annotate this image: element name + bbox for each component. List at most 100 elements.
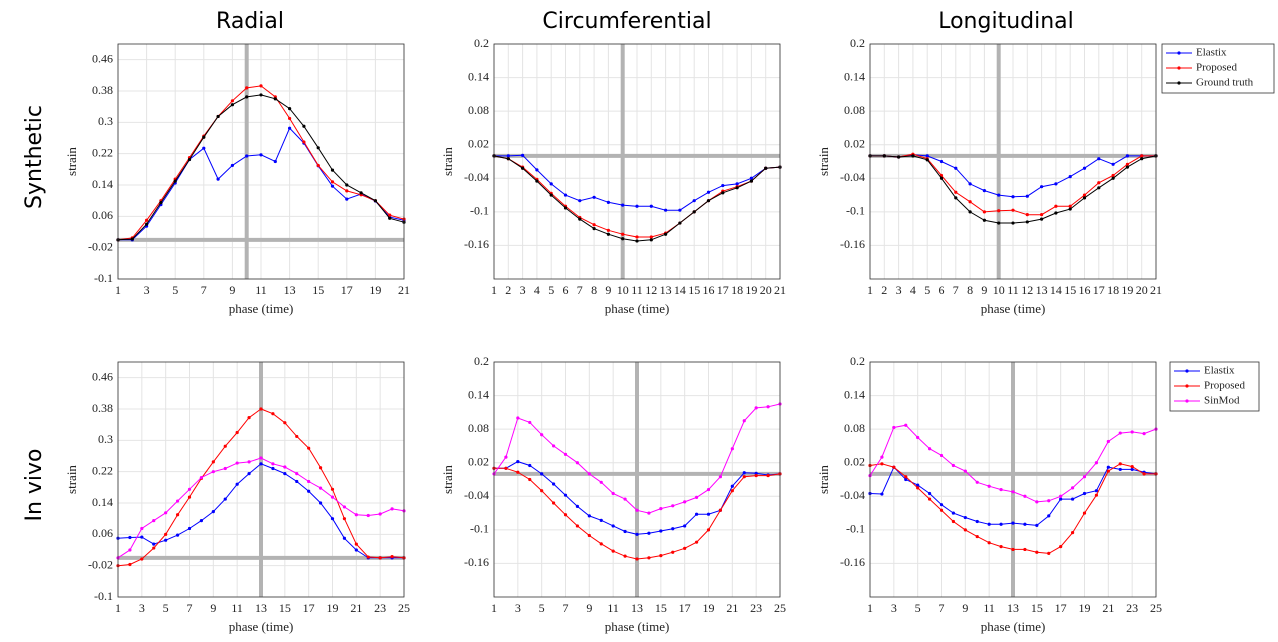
x-tick-label: 11 — [255, 283, 267, 297]
data-point — [295, 472, 299, 476]
data-point — [128, 562, 132, 567]
data-point — [1130, 467, 1134, 472]
y-tick-label: 0.22 — [92, 145, 113, 159]
x-tick-label: 3 — [520, 283, 526, 297]
y-tick-label: -0.04 — [464, 488, 489, 502]
data-point — [578, 199, 582, 203]
data-point — [1082, 511, 1087, 515]
legend-marker — [1177, 51, 1181, 55]
data-point — [1011, 547, 1015, 552]
data-point — [987, 522, 991, 526]
x-tick-label: 21 — [726, 601, 738, 615]
x-axis-label: phase (time) — [605, 619, 670, 634]
data-point — [939, 176, 944, 180]
y-axis-label: strain — [816, 147, 831, 176]
row-label: Synthetic — [22, 105, 47, 209]
data-point — [678, 221, 682, 225]
x-tick-label: 1 — [115, 283, 121, 297]
data-point — [199, 519, 204, 523]
data-point — [1082, 196, 1087, 200]
y-tick-label: 0.14 — [844, 69, 865, 83]
data-point — [880, 492, 884, 496]
data-point — [283, 421, 287, 425]
data-point — [563, 206, 568, 210]
data-point — [939, 159, 944, 164]
data-point — [1082, 475, 1087, 479]
column-title: Longitudinal — [938, 9, 1074, 34]
data-point — [592, 195, 596, 199]
data-point — [271, 462, 275, 466]
x-tick-label: 9 — [962, 601, 968, 615]
data-point — [330, 184, 335, 188]
data-point — [187, 495, 192, 499]
data-point — [987, 541, 991, 545]
data-point — [506, 157, 510, 161]
data-point — [516, 470, 520, 474]
x-tick-label: 15 — [655, 601, 667, 615]
data-point — [623, 554, 627, 558]
data-point — [766, 473, 770, 478]
data-point — [671, 527, 675, 531]
legend-label: Proposed — [1204, 380, 1245, 392]
data-point — [549, 182, 553, 186]
data-point — [216, 114, 220, 119]
data-point — [1097, 181, 1101, 185]
data-point — [892, 465, 896, 469]
x-tick-label: 3 — [144, 283, 150, 297]
data-point — [175, 513, 180, 517]
data-point — [647, 531, 651, 535]
data-point — [939, 508, 944, 512]
y-tick-label: 0.2 — [474, 36, 489, 50]
data-point — [694, 512, 699, 516]
x-tick-label: 7 — [563, 601, 569, 615]
data-point — [925, 158, 929, 162]
data-point — [649, 204, 653, 208]
data-point — [954, 196, 958, 200]
legend-label: Elastix — [1204, 365, 1235, 377]
data-point — [904, 475, 908, 479]
data-point — [330, 495, 335, 499]
data-point — [535, 179, 539, 183]
data-point — [551, 501, 556, 505]
data-point — [259, 462, 263, 466]
data-point — [592, 223, 596, 227]
x-tick-label: 1 — [867, 283, 873, 297]
x-axis-label: phase (time) — [981, 301, 1046, 316]
data-point — [1082, 491, 1087, 496]
x-tick-label: 15 — [688, 283, 700, 297]
data-point — [354, 542, 358, 546]
data-point — [273, 159, 277, 164]
x-tick-label: 13 — [1036, 283, 1048, 297]
y-tick-label: 0.08 — [468, 103, 489, 117]
y-tick-label: 0.22 — [92, 463, 113, 477]
x-tick-label: 14 — [674, 283, 686, 297]
data-point — [288, 107, 292, 111]
data-point — [982, 210, 987, 214]
data-point — [982, 218, 987, 222]
data-point — [621, 232, 625, 236]
x-tick-label: 20 — [760, 283, 772, 297]
data-point — [904, 423, 908, 427]
data-point — [892, 425, 896, 430]
data-point — [678, 208, 682, 212]
data-point — [1023, 494, 1027, 498]
x-tick-label: 21 — [398, 283, 410, 297]
x-tick-label: 6 — [563, 283, 569, 297]
data-point — [330, 168, 335, 172]
y-tick-label: -0.02 — [88, 557, 113, 571]
x-tick-label: 5 — [915, 601, 921, 615]
x-tick-label: 17 — [717, 283, 729, 297]
data-point — [1040, 213, 1044, 217]
y-tick-label: 0.02 — [468, 136, 489, 150]
data-point — [1125, 154, 1129, 158]
data-point — [540, 433, 544, 437]
data-point — [611, 491, 615, 496]
data-point — [927, 497, 932, 501]
data-point — [587, 533, 591, 538]
data-point — [152, 519, 156, 523]
data-point — [692, 210, 696, 214]
data-point — [735, 182, 739, 186]
data-point — [128, 535, 132, 540]
x-axis-label: phase (time) — [605, 301, 670, 316]
data-point — [140, 526, 144, 531]
